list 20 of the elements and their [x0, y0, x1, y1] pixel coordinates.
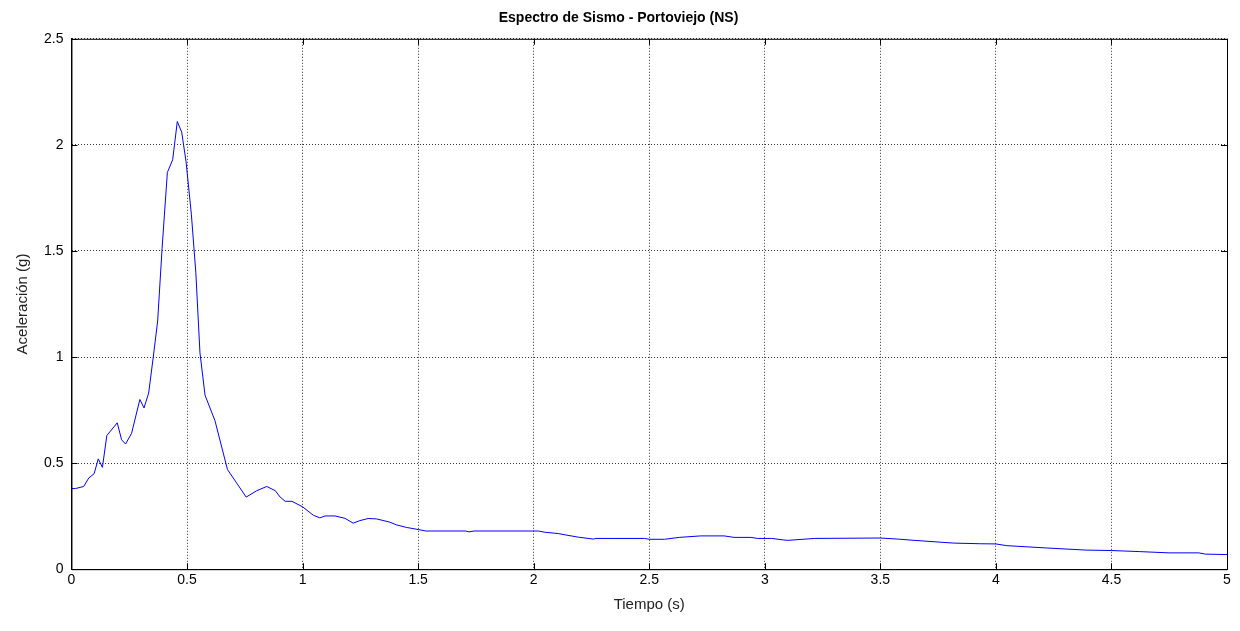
y-tick-label: 2 [55, 135, 64, 152]
x-axis-title: Tiempo (s) [613, 595, 685, 613]
x-tick-label: 2 [529, 571, 538, 588]
y-tick-label: 1 [55, 347, 64, 364]
x-tick-label: 3.5 [870, 571, 891, 588]
x-tick-label: 4.5 [1101, 571, 1122, 588]
y-tick-label: 0 [55, 560, 64, 577]
x-tick-label: 2.5 [639, 571, 660, 588]
y-tick-label: 2.5 [43, 29, 64, 46]
y-tick-label: 1.5 [43, 241, 64, 258]
x-tick-label: 5 [1223, 571, 1232, 588]
x-tick-label: 1.5 [408, 571, 429, 588]
x-tick-label: 3 [760, 571, 769, 588]
x-tick-label: 0.5 [177, 571, 197, 588]
x-tick-label: 1 [298, 571, 307, 588]
y-axis-title: Aceleración (g) [13, 253, 31, 355]
chart-title: Espectro de Sismo - Portoviejo (NS) [498, 9, 739, 26]
x-tick-label: 4 [991, 571, 1000, 588]
y-tick-label: 0.5 [43, 453, 64, 470]
x-tick-label: 0 [67, 571, 76, 588]
